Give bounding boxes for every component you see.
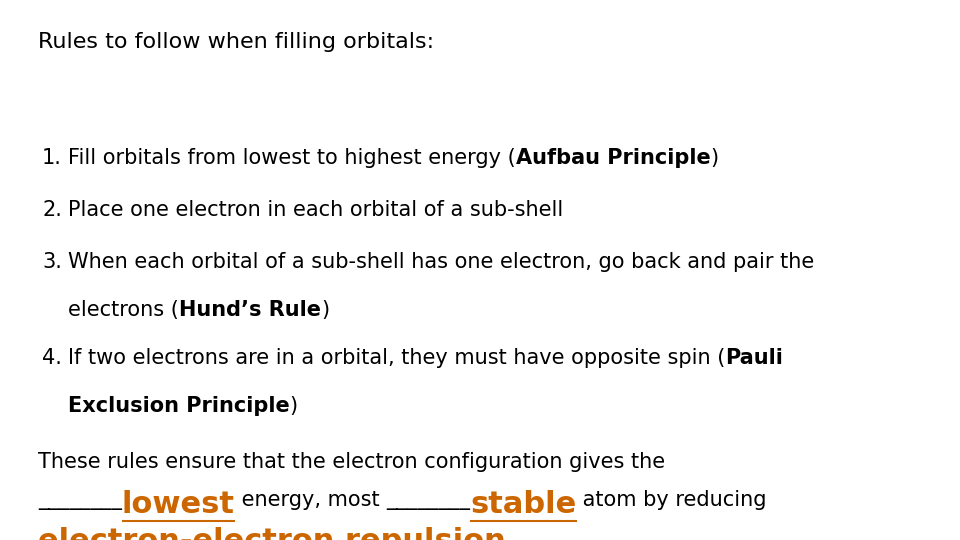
Text: If two electrons are in a orbital, they must have opposite spin (: If two electrons are in a orbital, they …: [68, 348, 726, 368]
Text: .: .: [506, 527, 513, 540]
Text: electron-electron repulsion: electron-electron repulsion: [38, 527, 506, 540]
Text: When each orbital of a sub-shell has one electron, go back and pair the: When each orbital of a sub-shell has one…: [68, 252, 814, 272]
Text: 3.: 3.: [42, 252, 61, 272]
Text: Fill orbitals from lowest to highest energy (: Fill orbitals from lowest to highest ene…: [68, 148, 516, 168]
Text: energy, most: energy, most: [235, 490, 386, 510]
Text: 1.: 1.: [42, 148, 61, 168]
Text: ): ): [290, 396, 298, 416]
Text: 2.: 2.: [42, 200, 61, 220]
Text: ): ): [710, 148, 719, 168]
Text: Aufbau Principle: Aufbau Principle: [516, 148, 710, 168]
Text: atom by reducing: atom by reducing: [577, 490, 767, 510]
Text: ): ): [321, 300, 329, 320]
Text: Exclusion Principle: Exclusion Principle: [68, 396, 290, 416]
Text: ________: ________: [38, 490, 122, 510]
Text: 4.: 4.: [42, 348, 61, 368]
Text: These rules ensure that the electron configuration gives the: These rules ensure that the electron con…: [38, 452, 665, 472]
Text: Place one electron in each orbital of a sub-shell: Place one electron in each orbital of a …: [68, 200, 564, 220]
Text: Rules to follow when filling orbitals:: Rules to follow when filling orbitals:: [38, 32, 434, 52]
Text: stable: stable: [470, 490, 577, 519]
Text: ________: ________: [386, 490, 470, 510]
Text: Pauli: Pauli: [726, 348, 783, 368]
Text: electrons (: electrons (: [68, 300, 179, 320]
Text: Hund’s Rule: Hund’s Rule: [179, 300, 321, 320]
Text: lowest: lowest: [122, 490, 235, 519]
